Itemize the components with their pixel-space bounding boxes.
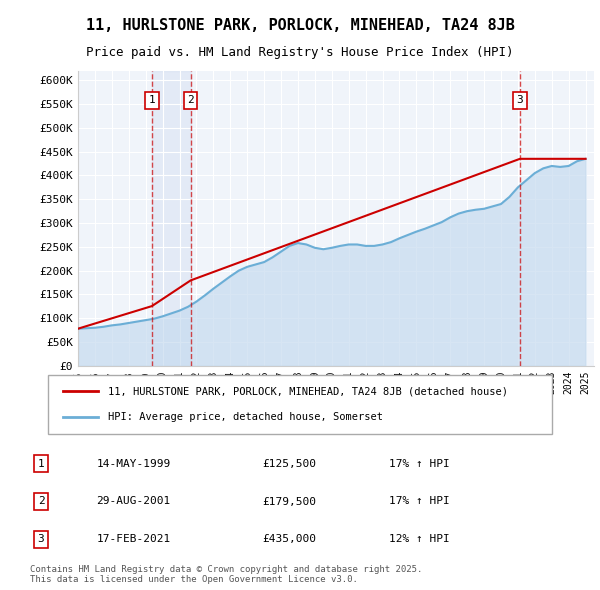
FancyBboxPatch shape — [48, 375, 552, 434]
Text: £125,500: £125,500 — [262, 459, 316, 468]
Text: 29-AUG-2001: 29-AUG-2001 — [96, 497, 170, 506]
Text: 14-MAY-1999: 14-MAY-1999 — [96, 459, 170, 468]
Text: 1: 1 — [149, 96, 155, 105]
Text: £179,500: £179,500 — [262, 497, 316, 506]
Text: Contains HM Land Registry data © Crown copyright and database right 2025.
This d: Contains HM Land Registry data © Crown c… — [30, 565, 422, 584]
Text: Price paid vs. HM Land Registry's House Price Index (HPI): Price paid vs. HM Land Registry's House … — [86, 46, 514, 59]
Text: £435,000: £435,000 — [262, 535, 316, 544]
Text: 1: 1 — [38, 459, 44, 468]
Text: 2: 2 — [38, 497, 44, 506]
Text: 2: 2 — [187, 96, 194, 105]
Text: 12% ↑ HPI: 12% ↑ HPI — [389, 535, 449, 544]
Text: 3: 3 — [517, 96, 523, 105]
Text: 3: 3 — [38, 535, 44, 544]
Text: 17-FEB-2021: 17-FEB-2021 — [96, 535, 170, 544]
Text: 17% ↑ HPI: 17% ↑ HPI — [389, 459, 449, 468]
Text: 11, HURLSTONE PARK, PORLOCK, MINEHEAD, TA24 8JB: 11, HURLSTONE PARK, PORLOCK, MINEHEAD, T… — [86, 18, 514, 32]
Text: HPI: Average price, detached house, Somerset: HPI: Average price, detached house, Some… — [109, 412, 383, 422]
Text: 17% ↑ HPI: 17% ↑ HPI — [389, 497, 449, 506]
Text: 11, HURLSTONE PARK, PORLOCK, MINEHEAD, TA24 8JB (detached house): 11, HURLSTONE PARK, PORLOCK, MINEHEAD, T… — [109, 386, 508, 396]
Bar — [152, 71, 191, 366]
